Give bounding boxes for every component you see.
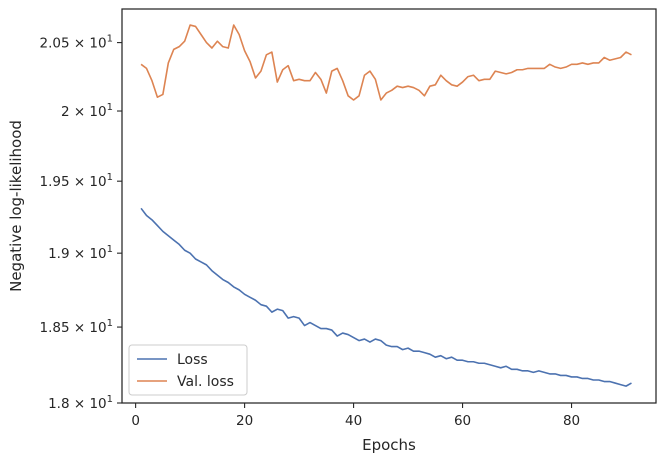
x-tick-label: 40 bbox=[345, 413, 362, 429]
x-tick-label: 80 bbox=[563, 413, 580, 429]
legend: Loss Val. loss bbox=[128, 344, 248, 396]
plot-frame bbox=[121, 8, 657, 404]
y-tick-label: 2 × 101 bbox=[61, 102, 113, 120]
series-layer bbox=[140, 24, 632, 387]
y-tick-label: 1.85 × 101 bbox=[39, 318, 113, 336]
legend-box bbox=[128, 344, 248, 396]
legend-label-val-loss: Val. loss bbox=[177, 374, 234, 390]
y-tick-label: 1.8 × 101 bbox=[48, 394, 113, 412]
y-axis: 1.8 × 101 1.85 × 101 1.9 × 101 1.95 × 101 2 … bbox=[39, 34, 122, 412]
series-line-loss bbox=[140, 207, 632, 387]
legend-label-loss: Loss bbox=[177, 352, 208, 368]
x-tick-label: 20 bbox=[236, 413, 253, 429]
series-line-val-loss bbox=[140, 24, 632, 101]
y-tick-label: 1.95 × 101 bbox=[39, 172, 113, 190]
x-tick-label: 0 bbox=[131, 413, 140, 429]
x-tick-label: 60 bbox=[454, 413, 471, 429]
plot-area bbox=[121, 8, 657, 404]
y-tick-label: 1.9 × 101 bbox=[48, 244, 113, 262]
y-tick-label: 2.05 × 101 bbox=[39, 34, 113, 52]
x-axis-title: Epochs bbox=[362, 436, 416, 454]
y-axis-title: Negative log-likelihood bbox=[7, 120, 25, 292]
x-axis: 0 20 40 60 80 bbox=[131, 403, 580, 429]
